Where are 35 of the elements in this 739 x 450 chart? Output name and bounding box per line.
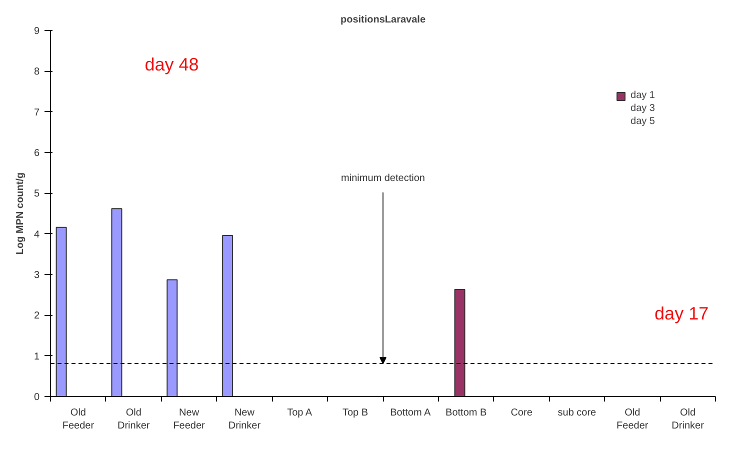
bar (166, 279, 178, 396)
ref-line-label: minimum detection (341, 173, 425, 184)
text: day 5 (630, 116, 655, 127)
y-tick-label: 5 (34, 188, 40, 200)
chart-title: positionsLaravale (340, 14, 426, 26)
x-tick-label: Bottom B (446, 408, 488, 418)
y-axis-title: Log MPN count/g (14, 172, 26, 255)
x-tick-label: Bottom A (390, 408, 432, 418)
annotation: day 48 (144, 54, 199, 74)
bar (222, 234, 234, 396)
bar (454, 289, 466, 396)
x-tick-label: Old Drinker (118, 408, 150, 432)
x-tick-label: New Drinker (228, 408, 262, 432)
y-tick-label: 7 (34, 107, 40, 118)
x-tick-label: Old Feeder (616, 408, 649, 432)
legend-label: day 1 (630, 90, 655, 101)
y-tick-label: 2 (34, 310, 40, 322)
x-tick-label: Core (510, 408, 533, 418)
x-tick-label: Old Drinker (672, 408, 705, 432)
x-tick-label: sub core (558, 408, 597, 418)
y-tick-label: 8 (34, 66, 40, 78)
y-tick-label: 1 (34, 351, 40, 362)
y-tick-label: 3 (34, 270, 40, 281)
x-tick-label: Top B (342, 408, 368, 418)
text: day 3 (630, 103, 655, 114)
x-tick-label: New Feeder (173, 408, 206, 432)
annotation: day 17 (654, 303, 709, 324)
y-tick-label: 9 (34, 26, 40, 37)
x-tick-label: Top A (287, 408, 312, 418)
x-tick-label: Old Feeder (62, 408, 95, 432)
y-tick-label: 4 (34, 229, 40, 240)
y-tick-label: 0 (34, 392, 40, 403)
y-tick-label: 6 (34, 148, 40, 159)
bar (56, 226, 67, 396)
bar (111, 208, 122, 396)
